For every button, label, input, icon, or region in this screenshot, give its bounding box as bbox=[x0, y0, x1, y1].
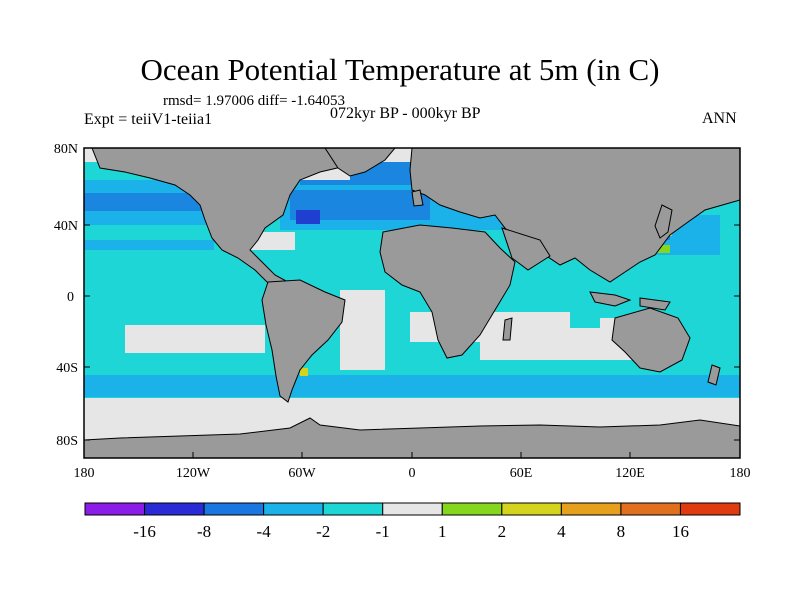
colorbar-label: 8 bbox=[617, 522, 626, 541]
land-uk bbox=[411, 189, 424, 207]
colorbar-swatch bbox=[560, 502, 622, 516]
colorbar-label: -8 bbox=[197, 522, 211, 541]
land-antarctica bbox=[84, 417, 740, 458]
lat-tick-label: 40N bbox=[54, 219, 78, 234]
colorbar-label: -1 bbox=[376, 522, 390, 541]
lat-tick-label: 80S bbox=[56, 434, 78, 449]
colorbar-swatch bbox=[441, 502, 503, 516]
stats-label: rmsd= 1.97006 diff= -1.64053 bbox=[163, 93, 346, 109]
colorbar-swatch bbox=[263, 502, 324, 516]
land-south-america bbox=[261, 279, 346, 403]
colorbar-label: -4 bbox=[257, 522, 272, 541]
land-madagascar bbox=[502, 317, 513, 341]
land-arabia bbox=[501, 227, 551, 271]
lat-tick-label: 0 bbox=[67, 290, 74, 305]
colorbar-label: 16 bbox=[672, 522, 689, 541]
land-new-zealand bbox=[707, 364, 721, 386]
colorbar-swatch bbox=[84, 502, 146, 516]
land-eurasia bbox=[409, 148, 740, 283]
colorbar-label: 4 bbox=[557, 522, 566, 541]
land-africa bbox=[379, 224, 516, 359]
colorbar-swatch bbox=[322, 502, 384, 516]
lat-tick-label: 40S bbox=[56, 361, 78, 376]
colorbar-label: 2 bbox=[498, 522, 507, 541]
lon-tick-label: 180 bbox=[730, 466, 751, 481]
lon-tick-label: 180 bbox=[74, 466, 95, 481]
land-australia bbox=[611, 307, 691, 373]
colorbar-label: 1 bbox=[438, 522, 447, 541]
land-indonesia bbox=[589, 291, 632, 307]
colorbar-label: -2 bbox=[316, 522, 330, 541]
colorbar-swatch bbox=[382, 502, 443, 516]
land-greenland bbox=[324, 148, 396, 177]
season-label: ANN bbox=[702, 110, 737, 127]
experiment-label: Expt = teiiV1-teiia1 bbox=[84, 111, 213, 128]
colorbar-swatch bbox=[203, 502, 265, 516]
land-japan bbox=[654, 204, 673, 239]
lon-tick-label: 60E bbox=[510, 466, 533, 481]
land-masses bbox=[84, 148, 740, 458]
lon-tick-label: 60W bbox=[288, 466, 316, 481]
lon-tick-label: 0 bbox=[409, 466, 416, 481]
period-label: 072kyr BP - 000kyr BP bbox=[330, 105, 481, 122]
lat-tick-label: 80N bbox=[54, 142, 78, 157]
colorbar-swatch bbox=[679, 502, 741, 516]
lon-tick-label: 120W bbox=[176, 466, 211, 481]
land-new-guinea bbox=[639, 297, 671, 311]
map-title: Ocean Potential Temperature at 5m (in C) bbox=[140, 52, 660, 87]
colorbar-swatch bbox=[620, 502, 681, 516]
lon-tick-label: 120E bbox=[615, 466, 645, 481]
colorbar-label: -16 bbox=[133, 522, 156, 541]
colorbar: -16 -8 -4 -2 -1 1 2 4 8 16 bbox=[84, 502, 741, 541]
colorbar-swatch bbox=[144, 502, 205, 516]
tick-marks bbox=[83, 147, 741, 458]
colorbar-swatch bbox=[501, 502, 562, 516]
